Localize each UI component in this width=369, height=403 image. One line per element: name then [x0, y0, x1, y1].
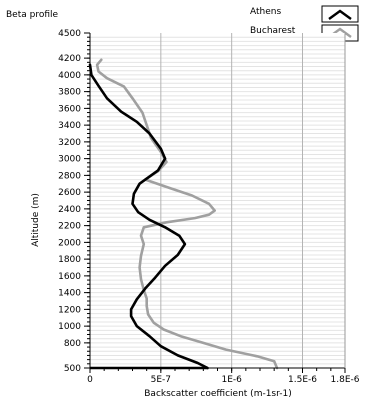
y-tick-label: 4200: [58, 54, 81, 64]
y-tick-label: 2000: [58, 238, 81, 248]
x-axis-label: Backscatter coefficient (m-1sr-1): [144, 389, 291, 399]
y-tick-label: 3400: [58, 121, 81, 131]
y-tick-label: 4500: [58, 29, 81, 39]
series-line-athens: [88, 63, 209, 370]
y-tick-label: 1400: [58, 289, 81, 299]
y-tick-label: 1800: [58, 255, 81, 265]
legend: Athens Bucharest: [250, 5, 359, 42]
x-tick-label: 0: [87, 375, 93, 385]
x-tick-label: 1.8E-6: [331, 375, 360, 385]
y-tick-label: 2200: [58, 222, 81, 232]
y-tick-label: 3800: [58, 88, 81, 98]
y-tick-label: 2800: [58, 171, 81, 181]
x-tick-label: 1.5E-6: [288, 375, 317, 385]
y-tick-label: 3000: [58, 155, 81, 165]
y-tick-label: 3600: [58, 104, 81, 114]
legend-label-bucharest: Bucharest: [250, 26, 296, 36]
legend-swatch-athens: [328, 9, 352, 20]
y-tick-label: 4000: [58, 71, 81, 81]
y-tick-label: 3200: [58, 138, 81, 148]
y-tick-label: 800: [64, 339, 81, 349]
y-tick-label: 2400: [58, 205, 81, 215]
legend-swatch-box-athens: [321, 5, 359, 23]
series-line-bucharest: [95, 58, 279, 370]
legend-label-athens: Athens: [250, 7, 281, 17]
y-tick-label: 1000: [58, 322, 81, 332]
x-tick-label: 1E-6: [221, 375, 242, 385]
y-tick-label: 1200: [58, 305, 81, 315]
y-tick-label: 500: [64, 364, 81, 374]
x-tick-label: 5E-7: [151, 375, 171, 385]
chart-title: Beta profile: [6, 10, 59, 20]
y-tick-label: 2600: [58, 188, 81, 198]
y-axis-label: Altitude (m): [31, 193, 41, 247]
axes: 500 800 1000 1200 1400 1600 1800 2000 2200 2400 26…: [58, 29, 360, 385]
y-tick-label: 1600: [58, 272, 81, 282]
grid: [90, 33, 345, 368]
